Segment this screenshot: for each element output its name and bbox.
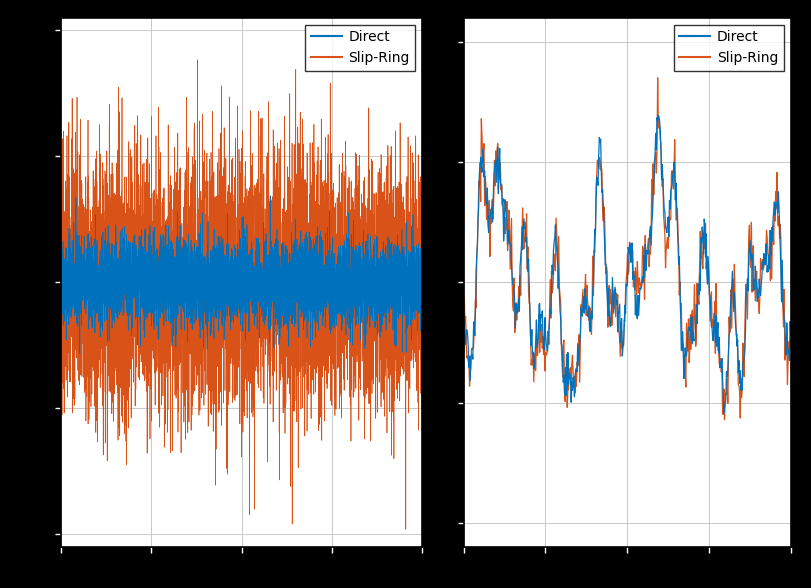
Line: Slip-Ring: Slip-Ring xyxy=(464,78,791,420)
Direct xyxy=(265,192,275,199)
Direct xyxy=(291,255,301,262)
Slip-Ring xyxy=(728,276,738,283)
Direct xyxy=(614,306,624,313)
Direct xyxy=(56,268,66,275)
Direct xyxy=(654,112,663,119)
Slip-Ring xyxy=(616,335,626,342)
Direct xyxy=(354,245,363,252)
Slip-Ring xyxy=(614,328,624,335)
Direct xyxy=(616,321,626,328)
Slip-Ring xyxy=(779,286,789,293)
Direct xyxy=(786,332,796,339)
Slip-Ring xyxy=(719,416,729,423)
Direct xyxy=(75,350,84,358)
Direct xyxy=(194,229,204,236)
Direct xyxy=(459,349,469,356)
Legend: Direct, Slip-Ring: Direct, Slip-Ring xyxy=(674,25,783,71)
Direct xyxy=(779,316,789,323)
Line: Direct: Direct xyxy=(61,196,423,354)
Direct xyxy=(719,410,729,417)
Slip-Ring xyxy=(272,148,282,155)
Slip-Ring xyxy=(193,56,203,64)
Slip-Ring xyxy=(653,74,663,81)
Slip-Ring xyxy=(354,245,363,252)
Slip-Ring xyxy=(401,526,410,533)
Direct xyxy=(122,231,131,238)
Direct xyxy=(636,286,646,293)
Slip-Ring xyxy=(291,397,301,404)
Direct xyxy=(273,321,283,328)
Direct xyxy=(418,298,427,305)
Direct xyxy=(728,282,738,289)
Slip-Ring xyxy=(459,357,469,364)
Slip-Ring xyxy=(326,287,336,294)
Slip-Ring xyxy=(786,339,796,346)
Slip-Ring xyxy=(56,305,66,312)
Slip-Ring xyxy=(654,119,664,126)
Line: Direct: Direct xyxy=(464,115,791,413)
Slip-Ring xyxy=(636,283,646,290)
Direct xyxy=(326,323,336,330)
Line: Slip-Ring: Slip-Ring xyxy=(61,60,423,529)
Slip-Ring xyxy=(418,238,427,245)
Direct xyxy=(654,113,664,120)
Slip-Ring xyxy=(122,173,131,181)
Slip-Ring xyxy=(194,195,204,202)
Legend: Direct, Slip-Ring: Direct, Slip-Ring xyxy=(306,25,415,71)
